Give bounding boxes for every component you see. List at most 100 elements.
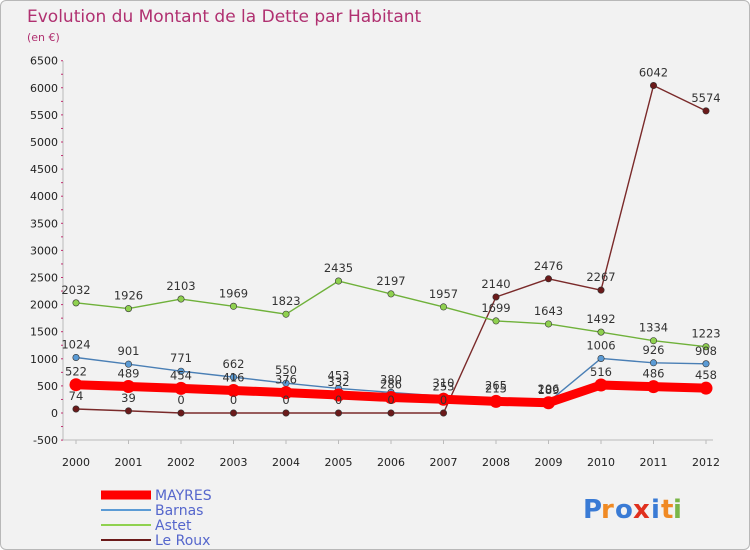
data-label-barnas: 1024 — [61, 337, 90, 351]
point-mayres — [122, 379, 135, 393]
data-label-mayres: 376 — [275, 373, 297, 387]
data-label-barnas: 206 — [538, 382, 560, 396]
y-tick-label: 6000 — [30, 82, 58, 95]
point-le-roux — [492, 293, 500, 301]
point-mayres — [279, 386, 293, 400]
point-astet — [177, 295, 185, 303]
point-barnas — [702, 360, 710, 368]
data-label-astet: 1643 — [534, 304, 563, 318]
data-label-astet: 1823 — [271, 294, 300, 308]
data-label-le-roux: 2140 — [481, 277, 510, 291]
data-label-barnas: 1006 — [586, 338, 615, 352]
y-tick-label: 1000 — [30, 353, 58, 366]
point-mayres — [647, 380, 660, 394]
y-tick-label: 6500 — [30, 55, 58, 68]
data-label-mayres: 189 — [538, 383, 560, 397]
data-label-barnas: 550 — [275, 363, 297, 377]
data-label-mayres: 454 — [170, 368, 192, 382]
x-tick-label: 2001 — [115, 456, 143, 469]
point-astet — [492, 317, 500, 325]
point-barnas — [177, 367, 185, 375]
logo-letter: i — [673, 495, 682, 525]
point-le-roux — [387, 409, 395, 417]
data-label-mayres: 286 — [380, 377, 402, 391]
point-astet — [334, 277, 342, 285]
x-tick-label: 2012 — [692, 456, 720, 469]
legend-label-mayres: MAYRES — [155, 488, 212, 504]
data-label-barnas: 310 — [433, 376, 455, 390]
point-mayres — [437, 392, 450, 406]
y-tick-label: 5500 — [30, 109, 58, 122]
data-label-mayres: 458 — [695, 368, 717, 382]
point-astet — [649, 337, 657, 345]
data-label-le-roux: 2476 — [534, 259, 563, 273]
data-label-le-roux: 0 — [230, 393, 237, 407]
data-label-astet: 1957 — [429, 287, 458, 301]
data-label-le-roux: 2267 — [586, 270, 615, 284]
y-tick-label: 4000 — [30, 190, 58, 203]
point-barnas — [649, 359, 657, 367]
data-label-le-roux: 0 — [282, 393, 289, 407]
logo-letter: r — [601, 495, 614, 525]
point-barnas — [72, 353, 80, 361]
point-le-roux — [544, 275, 552, 283]
chart-subtitle: (en €) — [27, 31, 60, 44]
point-mayres — [594, 378, 608, 392]
point-le-roux — [282, 409, 290, 417]
x-tick-label: 2009 — [535, 456, 563, 469]
data-label-astet: 2435 — [324, 261, 353, 275]
point-mayres — [227, 383, 240, 397]
data-label-barnas: 926 — [643, 343, 665, 357]
x-tick-label: 2008 — [482, 456, 510, 469]
point-mayres — [174, 381, 188, 395]
logo-letter: o — [615, 495, 633, 525]
logo-letter: t — [661, 495, 673, 525]
data-label-astet: 1969 — [219, 286, 248, 300]
y-tick-label: 1500 — [30, 326, 58, 339]
data-label-barnas: 771 — [170, 351, 192, 365]
data-label-barnas: 453 — [328, 368, 350, 382]
data-label-mayres: 416 — [223, 370, 245, 384]
point-astet — [702, 343, 710, 351]
data-label-astet: 2032 — [61, 283, 90, 297]
x-tick-label: 2011 — [640, 456, 668, 469]
point-le-roux — [649, 82, 657, 90]
point-astet — [439, 303, 447, 311]
series-layer — [69, 82, 713, 417]
x-tick-label: 2005 — [325, 456, 353, 469]
point-mayres — [699, 381, 713, 395]
logo-letter: P — [583, 495, 602, 525]
x-tick-label: 2002 — [167, 456, 195, 469]
x-tick-label: 2003 — [220, 456, 248, 469]
point-astet — [544, 320, 552, 328]
x-tick-label: 2006 — [377, 456, 405, 469]
point-le-roux — [439, 409, 447, 417]
point-astet — [387, 290, 395, 298]
data-label-mayres: 253 — [433, 379, 455, 393]
data-label-astet: 1334 — [639, 321, 668, 335]
point-mayres — [384, 390, 398, 404]
y-tick-label: 3500 — [30, 217, 58, 230]
x-tick-label: 2007 — [430, 456, 458, 469]
data-label-le-roux: 0 — [177, 393, 184, 407]
point-mayres — [332, 388, 345, 402]
point-le-roux — [334, 409, 342, 417]
data-label-le-roux: 39 — [121, 391, 136, 405]
point-le-roux — [72, 405, 80, 413]
data-labels: 2032 1926 2103 1969 1823 2435 2197 1957 1699 1643… — [61, 66, 720, 407]
logo-letter: x — [633, 495, 650, 525]
x-tick-label: 2000 — [62, 456, 90, 469]
data-label-barnas: 265 — [485, 379, 507, 393]
point-astet — [597, 328, 605, 336]
data-label-astet: 1223 — [691, 327, 720, 341]
data-label-mayres: 516 — [590, 365, 612, 379]
x-tick-label: 2004 — [272, 456, 300, 469]
data-label-mayres: 332 — [328, 375, 350, 389]
point-mayres — [489, 394, 503, 408]
logo-letter: i — [651, 495, 660, 525]
point-astet — [72, 299, 80, 307]
data-label-le-roux: 6042 — [639, 66, 668, 80]
data-label-astet: 2197 — [376, 274, 405, 288]
